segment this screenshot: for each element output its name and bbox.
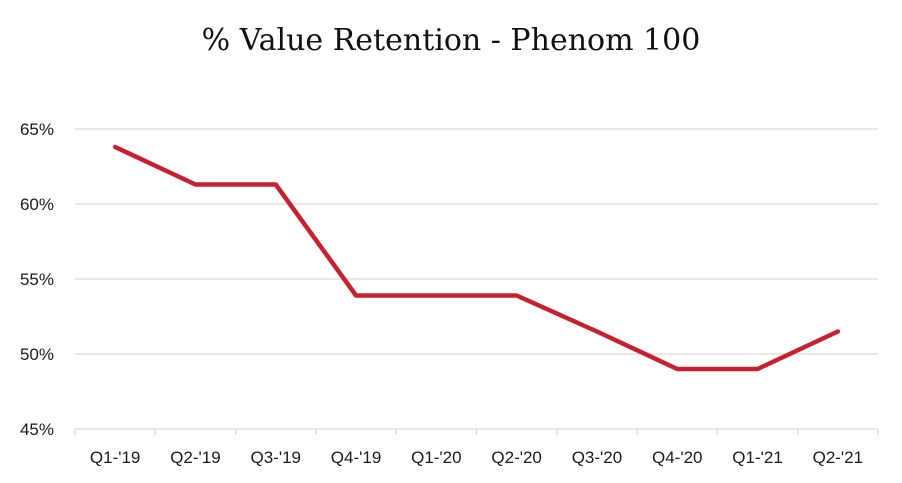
x-tick-label: Q3-'19: [251, 448, 302, 467]
x-axis-labels: Q1-'19 Q2-'19 Q3-'19 Q4-'19 Q1-'20 Q2-'20 Q3-'…: [90, 448, 863, 467]
x-tick-label: Q1-'19: [90, 448, 141, 467]
y-axis: 45% 50% 55% 60% 65%: [20, 120, 54, 439]
y-tick-label: 65%: [20, 120, 54, 139]
y-tick-label: 55%: [20, 270, 54, 289]
x-tick-label: Q1-'21: [732, 448, 783, 467]
chart-title: % Value Retention - Phenom 100: [202, 23, 701, 58]
x-tick-label: Q2-'19: [170, 448, 221, 467]
series-line: [112, 144, 841, 372]
x-tick-label: Q2-'21: [813, 448, 864, 467]
gridlines: [75, 128, 878, 355]
x-tick-label: Q4-'19: [331, 448, 382, 467]
x-tick-label: Q1-'20: [411, 448, 462, 467]
y-tick-label: 50%: [20, 345, 54, 364]
y-tick-label: 45%: [20, 420, 54, 439]
y-tick-label: 60%: [20, 195, 54, 214]
x-tick-label: Q4-'20: [652, 448, 703, 467]
x-axis: [74, 428, 879, 435]
series-group: [112, 144, 841, 372]
x-tick-label: Q3-'20: [572, 448, 623, 467]
x-tick-label: Q2-'20: [491, 448, 542, 467]
